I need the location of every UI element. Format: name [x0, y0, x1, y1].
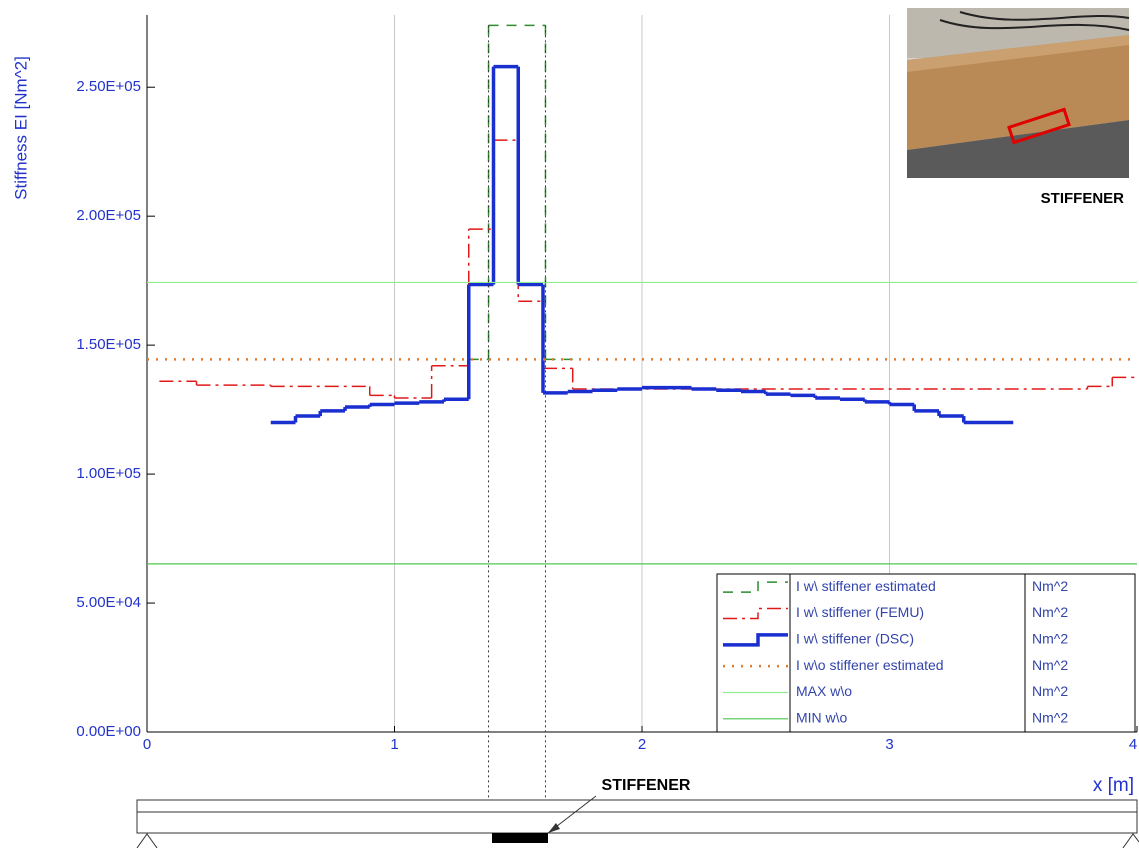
legend-label: I w\ stiffener (DSC) [796, 631, 914, 647]
y-axis-title: Stiffness EI [Nm^2] [11, 56, 30, 200]
beam [137, 796, 1139, 848]
legend-label: I w\ stiffener (FEMU) [796, 604, 924, 620]
y-tick-label: 5.00E+04 [76, 594, 141, 611]
legend-label: MAX w\o [796, 683, 852, 699]
photo-caption: STIFFENER [1041, 190, 1125, 207]
y-tick-label: 1.50E+05 [76, 336, 141, 353]
legend: I w\ stiffener estimated Nm^2 I w\ stiffen… [717, 574, 1135, 732]
y-tick-label: 1.00E+05 [76, 465, 141, 482]
legend-unit: Nm^2 [1032, 683, 1068, 699]
legend-label: I w\o stiffener estimated [796, 657, 944, 673]
legend-unit: Nm^2 [1032, 657, 1068, 673]
beam-label: STIFFENER [602, 777, 691, 794]
legend-unit: Nm^2 [1032, 578, 1068, 594]
x-tick-label: 0 [143, 736, 151, 753]
chart: STIFFENER Stiffness EI [Nm^2] x [m] STIF… [0, 0, 1139, 848]
x-axis-title: x [m] [1093, 775, 1134, 796]
legend-unit: Nm^2 [1032, 710, 1068, 726]
y-tick-label: 2.00E+05 [76, 207, 141, 224]
photo [907, 8, 1129, 178]
y-tick-label: 0.00E+00 [76, 723, 141, 740]
x-tick-label: 3 [885, 736, 893, 753]
y-tick-label: 2.50E+05 [76, 78, 141, 95]
x-tick-label: 1 [390, 736, 398, 753]
x-tick-label: 2 [638, 736, 646, 753]
legend-box [717, 574, 1135, 732]
legend-unit: Nm^2 [1032, 604, 1068, 620]
x-tick-label: 4 [1129, 736, 1137, 753]
legend-label: I w\ stiffener estimated [796, 578, 936, 594]
legend-unit: Nm^2 [1032, 631, 1068, 647]
legend-label: MIN w\o [796, 710, 848, 726]
